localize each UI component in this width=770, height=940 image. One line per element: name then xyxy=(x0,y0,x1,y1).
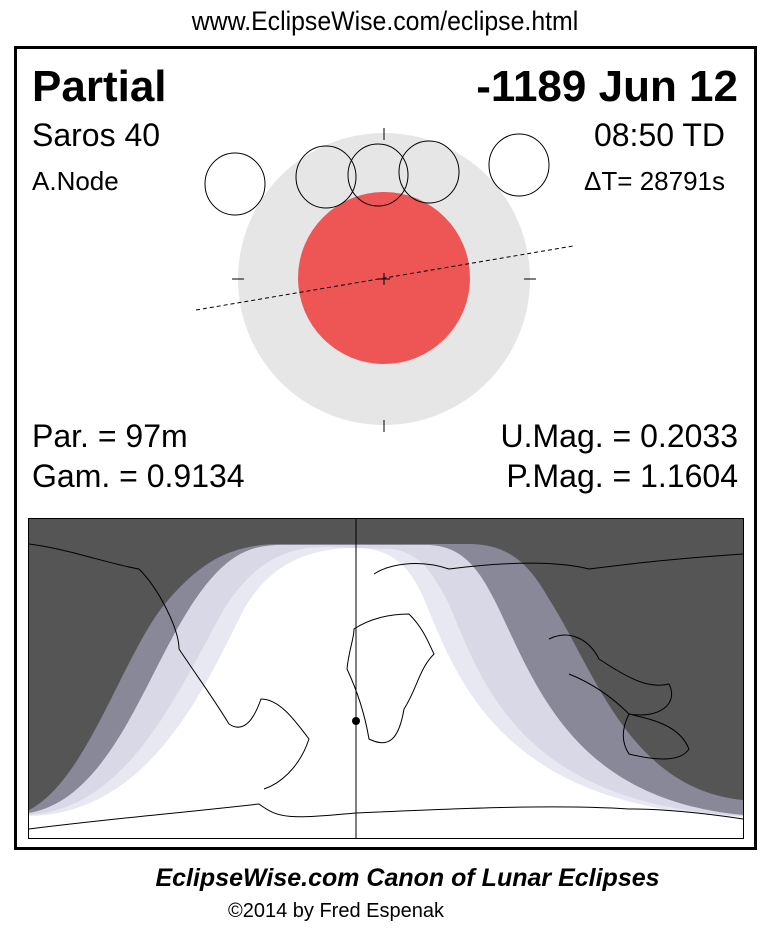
footer-copyright: ©2014 by Fred Espenak xyxy=(228,900,444,922)
gamma: Gam. = 0.9134 xyxy=(32,458,245,494)
delta-t: ΔT= 28791s xyxy=(584,166,725,196)
moon-u4 xyxy=(398,140,460,204)
eclipse-visible-region xyxy=(29,548,743,838)
moon-u1 xyxy=(295,145,357,209)
eclipse-time: 08:50 TD xyxy=(593,117,725,153)
saros: Saros 40 xyxy=(32,117,161,153)
site-url: www.EclipseWise.com/eclipse.html xyxy=(191,6,579,36)
footer-title: EclipseWise.com Canon of Lunar Eclipses xyxy=(155,864,660,892)
axis-ticks xyxy=(232,128,536,432)
greatest-eclipse-point xyxy=(352,717,360,725)
moon-p4 xyxy=(488,133,550,197)
visibility-map xyxy=(28,518,744,839)
umbral-magnitude: U.Mag. = 0.2033 xyxy=(500,418,738,454)
moon-p1 xyxy=(204,152,266,216)
moon-max xyxy=(347,143,409,207)
eclipse-type: Partial xyxy=(32,62,167,111)
eclipse-frame xyxy=(14,46,757,850)
node: A.Node xyxy=(32,166,119,196)
moon-path xyxy=(195,245,574,311)
eclipse-date: -1189 Jun 12 xyxy=(476,62,738,111)
penumbral-magnitude: P.Mag. = 1.1604 xyxy=(506,458,738,494)
partial-duration: Par. = 97m xyxy=(32,418,188,454)
eclipse-diagram xyxy=(195,128,574,432)
